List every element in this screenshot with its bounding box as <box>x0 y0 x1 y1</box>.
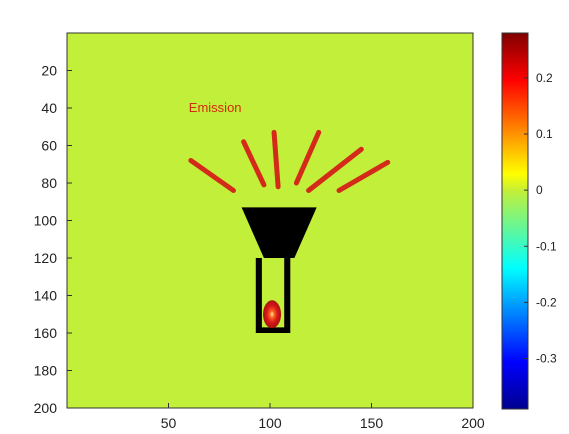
y-tick-label: 80 <box>41 175 57 191</box>
emission-annotation: Emission <box>189 100 242 115</box>
colorbar-tick-label: 0.1 <box>536 127 553 141</box>
lamp-head <box>241 207 317 258</box>
y-tick-label: 100 <box>34 213 58 229</box>
x-tick-label: 100 <box>258 415 282 431</box>
x-axis: 50 100 150 200 <box>161 403 485 431</box>
colorbar-tick-label: -0.3 <box>536 351 557 365</box>
y-tick-label: 200 <box>34 400 58 416</box>
colorbar-tick-label: -0.1 <box>536 239 557 253</box>
emission-ray <box>188 158 236 193</box>
source-hotspot <box>263 300 282 329</box>
x-tick-label: 150 <box>360 415 384 431</box>
y-tick-label: 160 <box>34 325 58 341</box>
y-tick-label: 140 <box>34 288 58 304</box>
emission-ray <box>241 139 267 188</box>
y-tick-label: 40 <box>41 100 57 116</box>
y-tick-label: 20 <box>41 63 57 79</box>
y-tick-label: 120 <box>34 250 58 266</box>
colorbar-tick-label: -0.2 <box>536 295 557 309</box>
emission-ray <box>336 159 391 193</box>
y-tick-label: 180 <box>34 363 58 379</box>
x-tick-label: 200 <box>461 415 485 431</box>
x-tick-label: 50 <box>161 415 177 431</box>
y-tick-label: 60 <box>41 138 57 154</box>
emission-ray <box>293 129 322 186</box>
colorbar-tick-label: 0 <box>536 183 543 197</box>
emission-ray <box>271 129 281 190</box>
flashlight-shape <box>241 207 317 333</box>
emission-rays <box>188 129 391 193</box>
colorbar-tick-label: 0.2 <box>536 71 553 85</box>
emission-ray <box>306 146 364 193</box>
colorbar-axis: 0.2 0.1 0 -0.1 -0.2 -0.3 <box>524 71 557 365</box>
y-axis: 20 40 60 80 100 120 140 160 180 200 <box>34 63 72 416</box>
colorbar <box>501 32 529 410</box>
